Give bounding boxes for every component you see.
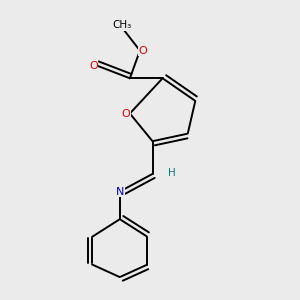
Text: H: H (167, 168, 175, 178)
Text: O: O (138, 46, 147, 56)
Text: O: O (122, 109, 130, 118)
Text: N: N (116, 187, 124, 196)
Text: O: O (89, 61, 98, 71)
Text: CH₃: CH₃ (113, 20, 132, 30)
